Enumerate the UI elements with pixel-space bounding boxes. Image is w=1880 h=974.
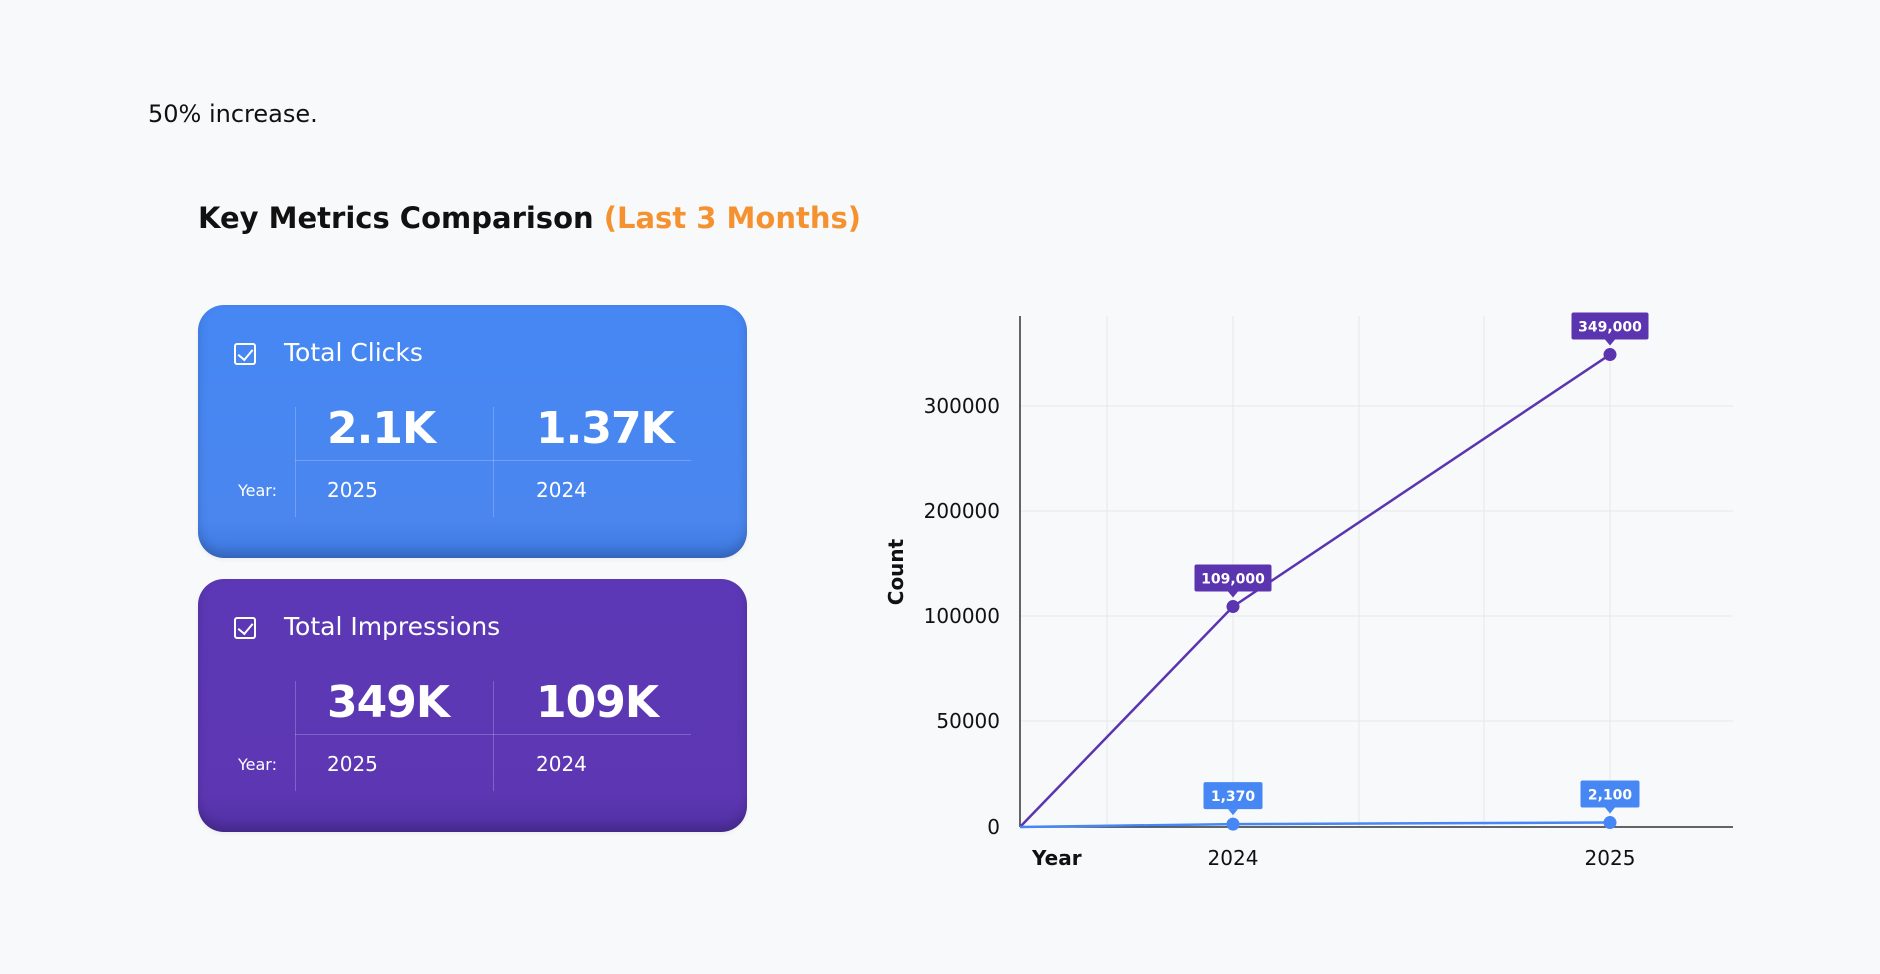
year-current: 2025 [327,478,378,502]
total-impressions-card: Total Impressions 349K 109K Year: 2025 2… [198,579,747,832]
year-previous: 2024 [536,478,587,502]
total-clicks-card: Total Clicks 2.1K 1.37K Year: 2025 2024 [198,305,747,558]
data-point [1226,600,1240,614]
data-label-box [1571,312,1649,340]
year-previous: 2024 [536,752,587,776]
data-point [1603,816,1617,830]
line-chart: 0 50000 100000 200000 300000 2024 2025 Year Coun… [884,312,1733,870]
data-label: 1,370 [1203,782,1263,816]
card-divider [295,681,296,791]
data-point [1226,817,1240,831]
year-current: 2025 [327,752,378,776]
metric-value-current: 2.1K [327,403,436,454]
data-label-text: 349,000 [1578,320,1642,336]
card-divider [295,734,691,735]
y-tick-label: 300000 [924,394,1000,418]
data-label-text: 2,100 [1588,788,1633,804]
series-line-0 [1019,353,1611,828]
card-title: Total Clicks [284,338,423,367]
checkbox-checked-icon[interactable] [234,343,256,365]
section-title: Key Metrics Comparison (Last 3 Months) [198,201,861,235]
card-divider [295,407,296,517]
year-label: Year: [238,481,277,500]
section-title-main: Key Metrics Comparison [198,201,594,235]
metric-value-previous: 1.37K [536,403,675,454]
y-tick-label: 50000 [936,709,1000,733]
checkbox-checked-icon[interactable] [234,617,256,639]
card-divider [493,407,494,517]
data-label-box [1203,782,1263,810]
metric-value-previous: 109K [536,677,659,728]
data-label-text: 109,000 [1201,572,1265,588]
x-axis-title: Year [1031,846,1082,870]
x-tick-label: 2025 [1585,846,1636,870]
data-label: 349,000 [1571,312,1649,346]
year-label: Year: [238,755,277,774]
y-tick-label: 100000 [924,604,1000,628]
data-label-box [1194,564,1272,592]
y-tick-label: 0 [987,815,1000,839]
data-label: 2,100 [1580,780,1640,814]
data-label-text: 1,370 [1211,789,1256,805]
data-label-pointer [1605,807,1615,814]
x-tick-label: 2024 [1208,846,1259,870]
intro-text: 50% increase. [148,100,318,128]
card-title: Total Impressions [284,612,501,641]
data-label-pointer [1228,591,1238,598]
y-tick-label: 200000 [924,499,1000,523]
card-divider [295,460,691,461]
section-title-accent: (Last 3 Months) [603,201,861,235]
data-label-pointer [1605,339,1615,346]
card-divider [493,681,494,791]
metric-value-current: 349K [327,677,450,728]
data-label-box [1580,780,1640,808]
data-label: 109,000 [1194,564,1272,598]
data-label-pointer [1228,809,1238,816]
y-axis-title: Count [884,538,908,605]
data-point [1603,348,1617,362]
